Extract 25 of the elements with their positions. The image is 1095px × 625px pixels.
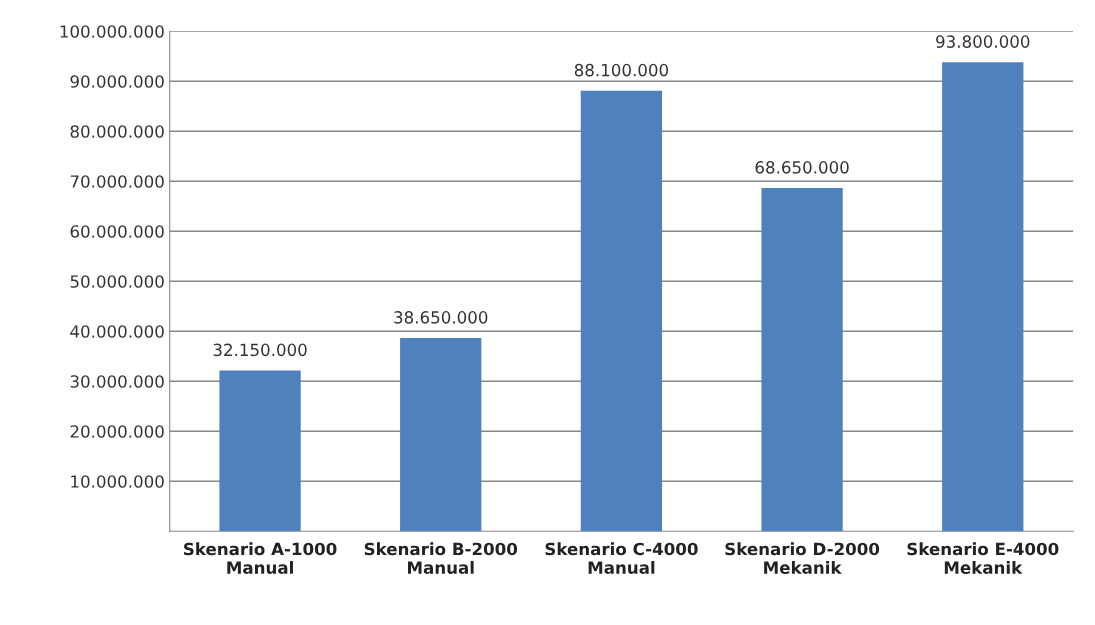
y-tick-label: 70.000.000	[70, 175, 164, 188]
y-tick-label: 30.000.000	[70, 375, 164, 388]
x-tick-label: Skenario E-4000 Mekanik	[907, 542, 1059, 574]
x-tick-label: Skenario B-2000 Manual	[364, 542, 518, 574]
y-tick-label: 40.000.000	[70, 325, 164, 338]
y-tick-label: 60.000.000	[70, 225, 164, 238]
data-label: 88.100.000	[574, 63, 669, 77]
bar	[942, 62, 1024, 532]
x-tick-label: Skenario A-1000 Manual	[184, 542, 337, 574]
y-tick-label: 80.000.000	[70, 125, 164, 138]
bar	[761, 188, 843, 532]
data-label: 93.800.000	[936, 35, 1030, 48]
y-tick-label: 20.000.000	[70, 425, 164, 438]
bar	[219, 370, 301, 532]
x-tick-label: Skenario D-2000 Mekanik	[725, 542, 880, 574]
data-label: 68.650.000	[755, 161, 849, 174]
y-tick-label: 50.000.000	[70, 275, 164, 288]
bar	[580, 90, 663, 532]
data-label: 32.150.000	[213, 343, 307, 357]
data-label: 38.650.000	[394, 311, 488, 324]
bar	[400, 338, 482, 532]
y-tick-label: 100.000.000	[60, 25, 164, 38]
y-tick-label: 90.000.000	[70, 75, 164, 88]
y-tick-label: 10.000.000	[71, 475, 164, 488]
x-tick-label: Skenario C-4000 Manual	[545, 542, 698, 574]
